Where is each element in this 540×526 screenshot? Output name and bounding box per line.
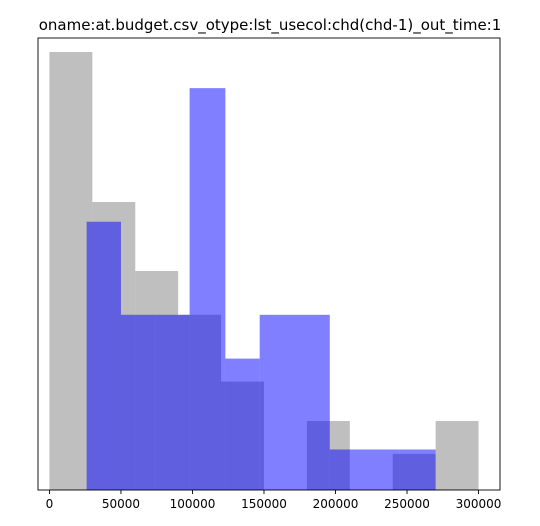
bar-series-2-bin-10 <box>399 449 436 490</box>
bar-series-2-bin-7 <box>295 314 330 490</box>
chart-title: oname:at.budget.csv_otype:lst_usecol:chd… <box>38 16 502 34</box>
bar-series-1-bin-10 <box>435 421 479 490</box>
x-tick-label: 200000 <box>313 497 359 511</box>
bar-series-2-bin-5 <box>225 358 260 490</box>
axes: 0 50000 100000 150000 200000 250000 300000 <box>37 37 502 511</box>
bar-series-2-bin-3 <box>155 314 190 490</box>
bar-series-2-bin-4 <box>189 88 226 490</box>
histogram-bars <box>49 52 479 490</box>
bar-series-1-bin-1 <box>49 52 93 490</box>
bar-series-2-bin-8 <box>329 449 366 490</box>
x-tick-label: 50000 <box>102 497 140 511</box>
bar-series-2-bin-9 <box>365 449 400 490</box>
bar-series-2-bin-6 <box>259 314 296 490</box>
x-tick-label: 150000 <box>241 497 287 511</box>
x-tick-label: 100000 <box>170 497 216 511</box>
plot-frame <box>37 37 501 491</box>
x-tick-label: 250000 <box>384 497 430 511</box>
bar-series-2-bin-2 <box>120 314 156 490</box>
bar-series-2-bin-1 <box>86 221 121 490</box>
x-tick-label: 0 <box>46 497 54 511</box>
x-tick-label: 300000 <box>456 497 502 511</box>
